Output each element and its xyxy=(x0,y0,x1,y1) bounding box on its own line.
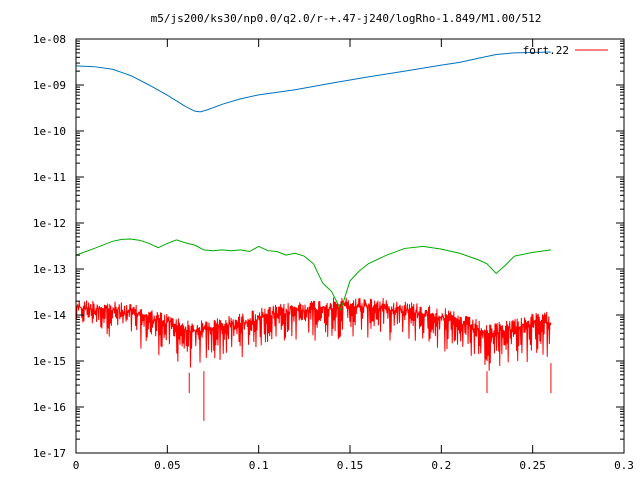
x-tick-label: 0.25 xyxy=(519,459,546,472)
y-tick-label: 1e-17 xyxy=(33,447,66,460)
y-tick-label: 1e-13 xyxy=(33,263,66,276)
x-tick-label: 0.3 xyxy=(614,459,634,472)
plot-frame xyxy=(75,38,625,454)
y-tick-label: 1e-10 xyxy=(33,125,66,138)
y-tick-label: 1e-08 xyxy=(33,33,66,46)
y-tick-label: 1e-15 xyxy=(33,355,66,368)
x-tick-label: 0.1 xyxy=(249,459,269,472)
y-tick-label: 1e-11 xyxy=(33,171,66,184)
x-tick-label: 0.15 xyxy=(337,459,364,472)
y-tick-label: 1e-12 xyxy=(33,217,66,230)
chart-title: m5/js200/ks30/np0.0/q2.0/r-+.47-j240/log… xyxy=(151,12,542,25)
x-tick-label: 0.05 xyxy=(154,459,181,472)
axes: 1e-08 1e-09 1e-10 1e-11 1e-12 1e-13 1e-14 1e-15… xyxy=(33,33,634,472)
legend-label: fort.22 xyxy=(523,44,569,57)
y-tick-label: 1e-14 xyxy=(33,309,66,322)
y-tick-label: 1e-16 xyxy=(33,401,66,414)
x-tick-label: 0.2 xyxy=(431,459,451,472)
legend: fort.22 xyxy=(523,44,608,57)
series-fort22-line xyxy=(75,297,552,371)
x-tick-label: 0 xyxy=(73,459,80,472)
y-tick-label: 1e-09 xyxy=(33,79,66,92)
series-blue-line xyxy=(75,51,551,113)
plot-curves xyxy=(75,51,552,421)
series-green-line xyxy=(75,238,551,312)
